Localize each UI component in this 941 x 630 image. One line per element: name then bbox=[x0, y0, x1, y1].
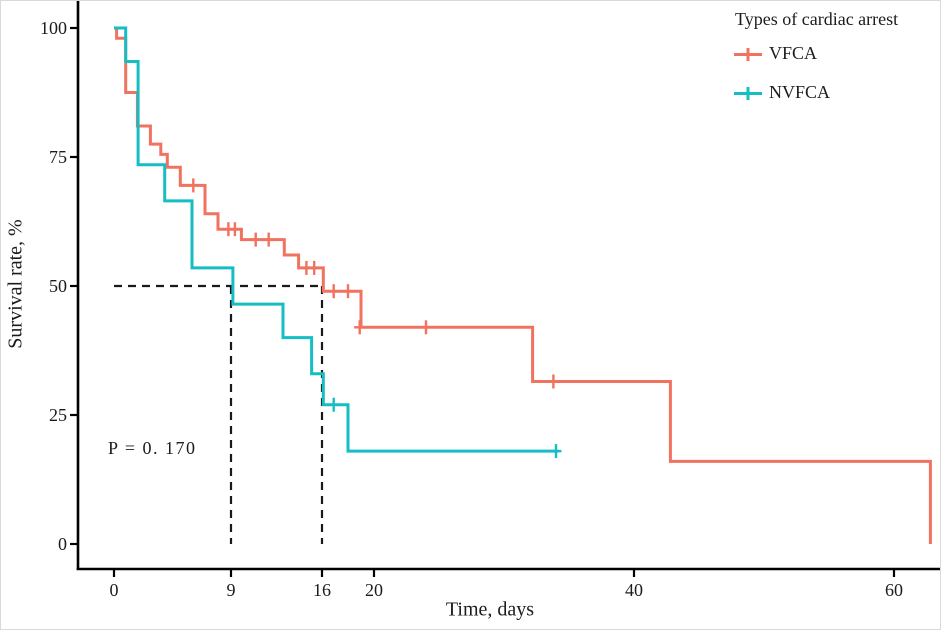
y-tick-label-0: 0 bbox=[58, 534, 67, 554]
p-value-annotation: P = 0. 170 bbox=[108, 438, 197, 458]
km-curve-vfca bbox=[114, 26, 932, 544]
y-tick-label-25: 25 bbox=[49, 405, 67, 425]
legend-item-nvfca: NVFCA bbox=[769, 82, 831, 102]
x-tick-label-40: 40 bbox=[625, 580, 643, 600]
y-tick-label-100: 100 bbox=[40, 18, 67, 38]
x-tick-label-16: 16 bbox=[313, 580, 331, 600]
x-tick-label-0: 0 bbox=[109, 580, 119, 600]
legend-item-vfca: VFCA bbox=[769, 43, 818, 63]
x-tick-label-20: 20 bbox=[365, 580, 383, 600]
y-tick-label-50: 50 bbox=[49, 276, 67, 296]
x-axis-title: Time, days bbox=[445, 598, 535, 621]
y-tick-label-75: 75 bbox=[49, 147, 67, 167]
x-tick-label-9: 9 bbox=[226, 580, 236, 600]
legend-key-vfca-icon bbox=[734, 48, 762, 61]
legend-key-nvfca-icon bbox=[734, 87, 762, 100]
km-curve-nvfca bbox=[114, 26, 559, 453]
legend-title: Types of cardiac arrest bbox=[735, 9, 899, 29]
x-tick-label-60: 60 bbox=[885, 580, 903, 600]
